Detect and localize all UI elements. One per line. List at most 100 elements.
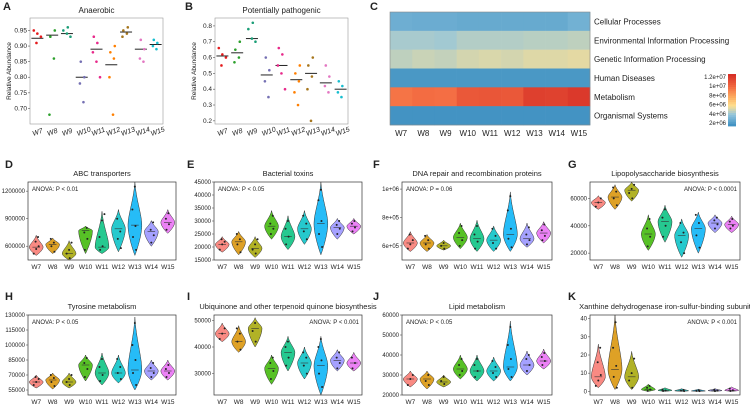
violin-shape	[674, 218, 689, 258]
x-tick-label: W14	[145, 264, 159, 271]
chart-title: Xanthine dehydrogenase iron-sulfur-bindi…	[579, 302, 750, 311]
data-point	[116, 358, 119, 360]
x-tick-label: W11	[659, 399, 672, 406]
data-point	[239, 348, 242, 351]
y-tick-label: 50000	[382, 333, 399, 339]
data-point	[716, 223, 719, 226]
data-point	[119, 366, 122, 368]
panel-letter: A	[3, 1, 11, 13]
y-tick-label: 100000	[5, 343, 26, 349]
data-point	[149, 228, 152, 231]
data-point	[507, 237, 510, 240]
panel-c: C Cellular Processes Environmental Informa…	[370, 1, 736, 138]
violin-shape	[45, 237, 60, 254]
violin-shape	[78, 354, 93, 382]
data-point	[165, 228, 168, 231]
data-point	[406, 247, 409, 250]
data-point	[594, 384, 597, 387]
data-point	[321, 386, 324, 388]
y-tick-label: 20000	[194, 245, 211, 251]
chart-title: Anaerobic	[78, 6, 114, 15]
panel-letter: K	[568, 291, 576, 303]
data-point	[728, 220, 731, 223]
panel-h: H Tyrosine metabolism ANOVA: P < 0.05 55000…	[5, 291, 177, 406]
y-tick-label: 40000	[194, 193, 211, 199]
data-point	[528, 364, 531, 366]
data-point	[424, 234, 427, 237]
heatmap-cell	[523, 87, 546, 107]
violin-shape	[247, 317, 263, 348]
data-point	[52, 57, 56, 60]
violin-shape	[111, 209, 126, 253]
panel-e: E Bacterial toxins ANOVA: P < 0.05 15000 200…	[187, 159, 363, 271]
plot-frame	[27, 181, 177, 261]
x-tick-label: W10	[76, 126, 92, 138]
heatmap-cell	[523, 49, 546, 69]
colorbar-segment	[728, 102, 736, 105]
data-point	[461, 239, 464, 242]
data-point	[37, 236, 40, 239]
x-tick-label: W9	[61, 128, 73, 138]
colorbar-tick-label: 6e+06	[709, 103, 727, 109]
data-point	[440, 244, 443, 247]
x-tick-label: W11	[276, 127, 292, 138]
panel-b: B Potentially pathogenic 0.2 0.3 0.4 0.5 0.6 0.…	[185, 1, 351, 138]
colorbar-segment	[728, 87, 736, 90]
y-tick-label: 55000	[8, 388, 25, 394]
data-point	[615, 190, 618, 193]
y-tick-label: 15000	[194, 258, 211, 264]
data-point	[221, 332, 224, 335]
violin-shape	[264, 354, 279, 385]
y-tick-label: 40000	[194, 345, 211, 351]
data-point	[53, 29, 57, 32]
data-point	[167, 372, 170, 374]
data-point	[83, 75, 86, 79]
data-point	[473, 233, 476, 236]
heatmap-col-label: W8	[417, 129, 430, 138]
violin-shape	[61, 372, 77, 389]
data-point	[238, 40, 242, 44]
y-tick-label: 0.4	[203, 86, 212, 93]
data-point	[70, 241, 73, 244]
heatmap-cell	[456, 87, 480, 107]
x-tick-label: W10	[265, 264, 279, 271]
y-tick-label: 30000	[382, 373, 399, 379]
data-point	[630, 372, 633, 375]
x-tick-label: W11	[96, 264, 109, 271]
x-tick-label: W11	[659, 264, 672, 271]
y-tick-label: 0.5	[203, 70, 212, 77]
data-point	[239, 251, 242, 254]
data-point	[251, 248, 254, 251]
data-point	[131, 208, 134, 211]
panel-j: J Lipid metabolism ANOVA: P < 0.05 20000 300…	[373, 291, 553, 406]
heatmap-cell	[501, 87, 524, 107]
data-point	[443, 383, 446, 385]
panel-letter: I	[187, 291, 190, 303]
violin-shape	[215, 322, 230, 342]
data-point	[132, 372, 135, 374]
x-tick-label: W7	[31, 264, 41, 271]
data-point	[323, 84, 327, 88]
panel-a: A Anaerobic 0.70 0.75 0.80 0.85 0.90 0.95 Relati…	[3, 1, 166, 138]
data-point	[119, 247, 122, 250]
y-tick-label: 130000	[5, 313, 26, 319]
heatmap-cell	[545, 87, 569, 107]
data-point	[36, 32, 39, 35]
y-tick-label: 35000	[194, 206, 211, 212]
chart-title: Potentially pathogenic	[242, 6, 320, 15]
data-point	[494, 234, 497, 237]
violin-shape	[280, 336, 296, 372]
data-point	[492, 241, 495, 244]
data-point	[713, 227, 716, 230]
data-point	[729, 227, 732, 230]
data-point	[152, 362, 155, 364]
data-point	[277, 46, 281, 50]
data-point	[543, 234, 546, 237]
violin-shape	[346, 352, 361, 372]
heatmap-cell	[545, 49, 569, 69]
data-point	[119, 230, 122, 233]
y-tick-label: 40000	[570, 224, 587, 230]
data-point	[476, 240, 479, 243]
panel-letter: J	[373, 291, 379, 303]
x-tick-label: W10	[454, 264, 468, 271]
